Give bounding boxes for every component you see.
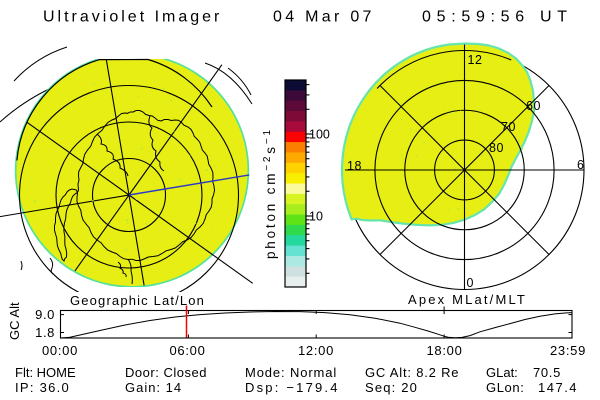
svg-text:Apex MLat/MLT: Apex MLat/MLT [408, 292, 527, 307]
svg-text:IP: 36.0: IP: 36.0 [15, 380, 70, 395]
svg-text:04 Mar 07: 04 Mar 07 [273, 9, 375, 26]
svg-text:70: 70 [501, 120, 516, 134]
svg-text:60: 60 [526, 99, 541, 113]
svg-text:70.5: 70.5 [533, 365, 561, 380]
svg-text:GLon:: GLon: [486, 380, 524, 395]
svg-text:Dsp: −179.4: Dsp: −179.4 [245, 380, 340, 395]
svg-text:photon cm−2s−1: photon cm−2s−1 [262, 127, 278, 259]
svg-text:0: 0 [467, 276, 474, 290]
svg-text:1.8: 1.8 [35, 325, 55, 340]
svg-text:18:00: 18:00 [426, 343, 462, 358]
svg-text:6: 6 [577, 158, 584, 172]
svg-text:23:59: 23:59 [550, 343, 586, 358]
svg-text:Geographic Lat/Lon: Geographic Lat/Lon [70, 293, 205, 308]
svg-text:06:00: 06:00 [169, 343, 205, 358]
svg-text:Mode: Normal: Mode: Normal [245, 365, 337, 380]
svg-text:Flt: HOME: Flt: HOME [15, 365, 76, 380]
svg-text:Gain: 14: Gain: 14 [125, 380, 182, 395]
svg-text:05:59:56 UT: 05:59:56 UT [422, 9, 573, 26]
svg-text:9.0: 9.0 [35, 307, 55, 322]
svg-text:GC Alt: 8.2 Re: GC Alt: 8.2 Re [365, 365, 459, 380]
svg-text:12:00: 12:00 [298, 343, 334, 358]
svg-text:Ultraviolet Imager: Ultraviolet Imager [43, 9, 222, 26]
svg-text:Seq: 20: Seq: 20 [365, 380, 418, 395]
svg-text:GLat:: GLat: [486, 365, 518, 380]
svg-text:GC Alt: GC Alt [7, 302, 22, 340]
svg-text:80: 80 [489, 141, 504, 155]
svg-text:00:00: 00:00 [42, 343, 78, 358]
svg-text:147.4: 147.4 [538, 380, 578, 395]
svg-text:18: 18 [347, 159, 362, 173]
svg-text:Door: Closed: Door: Closed [125, 365, 207, 380]
svg-text:100: 100 [309, 128, 330, 142]
svg-text:10: 10 [309, 210, 323, 224]
svg-text:12: 12 [468, 53, 483, 67]
